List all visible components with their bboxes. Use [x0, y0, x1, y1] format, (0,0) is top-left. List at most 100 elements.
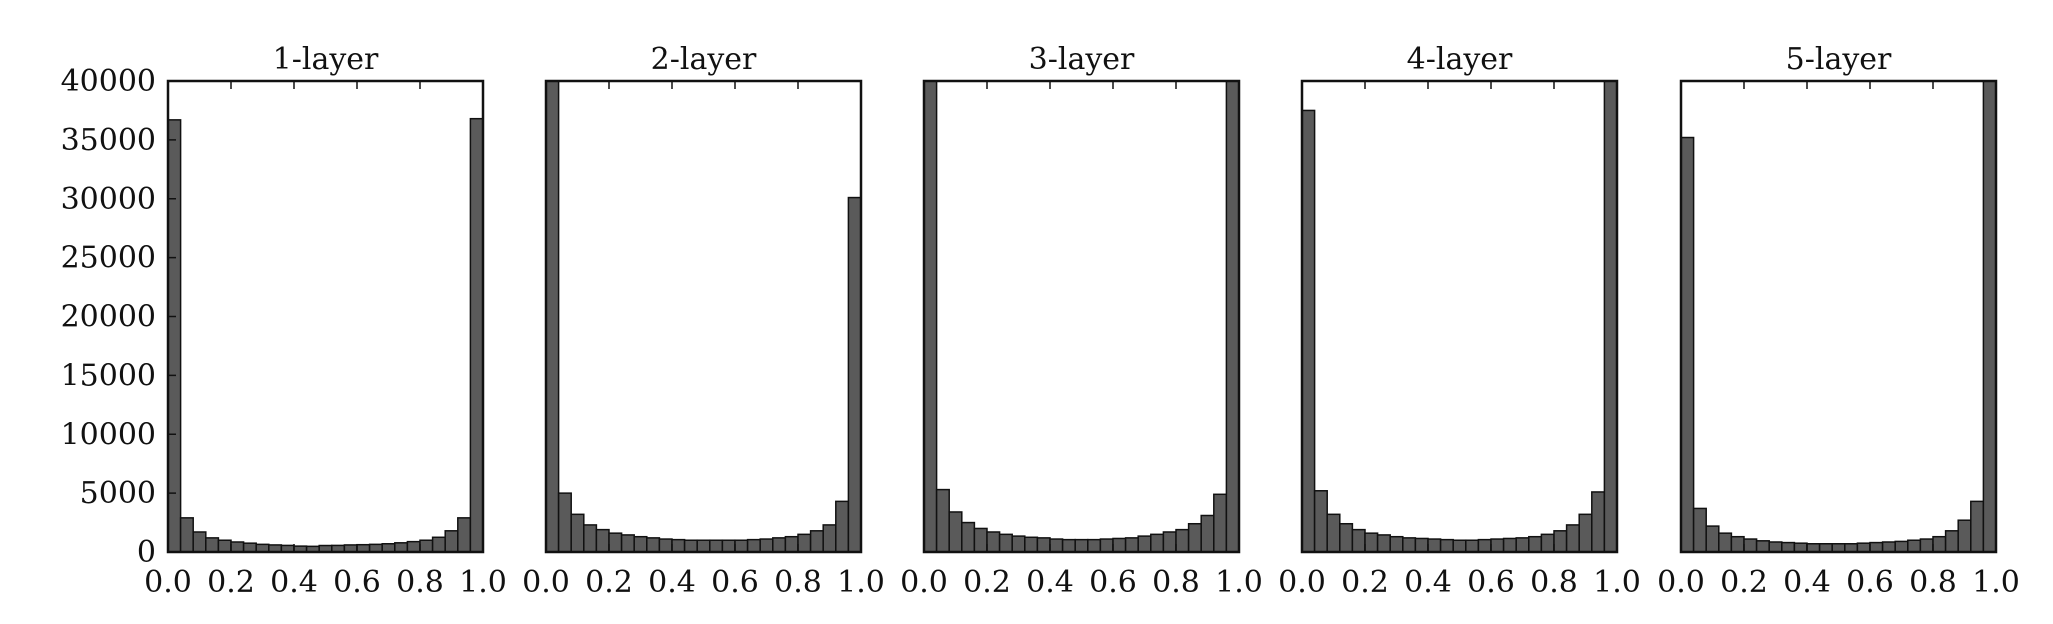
- histogram-bar: [1162, 531, 1177, 553]
- histogram-bar: [1187, 522, 1202, 553]
- panel-title: 2-layer: [651, 42, 757, 77]
- histogram-bar: [1150, 533, 1165, 553]
- histogram-bar: [444, 530, 459, 553]
- histogram-bar: [1932, 535, 1947, 553]
- histogram-bar: [1743, 538, 1758, 553]
- histogram-bar: [935, 488, 950, 553]
- histogram-bar: [608, 532, 623, 553]
- histogram-bar: [986, 531, 1001, 553]
- histogram-bar: [1869, 541, 1884, 553]
- histogram-bar: [734, 539, 749, 553]
- histogram-bar: [1907, 539, 1922, 553]
- x-tick-label: 0.8: [396, 565, 444, 600]
- histogram-bar: [1087, 538, 1102, 553]
- x-tick-label: 1.0: [1972, 565, 2020, 600]
- histogram-bar: [671, 538, 686, 553]
- histogram-bar: [469, 117, 484, 553]
- plot-frame: [922, 79, 1241, 554]
- histogram-bar: [595, 528, 610, 553]
- histogram-bar: [1578, 513, 1593, 553]
- histogram-bar: [230, 541, 245, 553]
- histogram-panel-2: 2-layer 0.0 0.2 0.4 0.6 0.8 1.0: [522, 42, 885, 600]
- histogram-bar: [658, 538, 673, 553]
- x-tick-label: 0.2: [207, 565, 255, 600]
- histogram-bar: [1439, 538, 1454, 553]
- x-tick-label: 0.8: [1909, 565, 1957, 600]
- histogram-bar: [557, 492, 572, 553]
- histogram-bar: [1427, 538, 1442, 553]
- histogram-bar: [1099, 538, 1114, 553]
- x-tick-label: 0.4: [648, 565, 696, 600]
- panel-title: 1-layer: [273, 42, 379, 77]
- x-tick-label: 0.2: [1341, 565, 1389, 600]
- histogram-bar: [709, 539, 724, 553]
- histogram-bar: [1565, 524, 1580, 553]
- histogram-bar: [847, 196, 862, 553]
- histogram-bar: [431, 536, 446, 553]
- histogram-bar: [1982, 80, 1997, 553]
- panel-title: 3-layer: [1029, 42, 1135, 77]
- histogram-bar: [1414, 537, 1429, 553]
- histogram-bar: [1465, 539, 1480, 553]
- histogram-bar: [583, 524, 598, 553]
- histogram-bar: [1692, 507, 1707, 553]
- x-tick-label: 0.4: [1404, 565, 1452, 600]
- x-tick-label: 1.0: [837, 565, 885, 600]
- histogram-bar: [961, 521, 976, 553]
- x-tick-label: 0.8: [1530, 565, 1578, 600]
- histogram-bar: [1856, 542, 1871, 553]
- histogram-bar: [1313, 490, 1328, 553]
- x-tick-label: 0.0: [144, 565, 192, 600]
- x-tick-label: 0.4: [1783, 565, 1831, 600]
- x-tick-label: 0.6: [1089, 565, 1137, 600]
- histogram-bar: [797, 533, 812, 553]
- y-tick-label: 0: [137, 535, 156, 570]
- histogram-bar: [948, 511, 963, 553]
- x-tick-label: 0.6: [1846, 565, 1894, 600]
- y-tick-label: 5000: [80, 476, 156, 511]
- histogram-bar: [1540, 533, 1555, 553]
- y-tick-label: 35000: [61, 123, 156, 158]
- histogram-bar: [1919, 538, 1934, 553]
- histogram-bar: [1389, 535, 1404, 553]
- histogram-bar: [772, 537, 787, 553]
- x-tick-label: 0.2: [1720, 565, 1768, 600]
- x-tick-label: 0.0: [1657, 565, 1705, 600]
- x-tick-label: 1.0: [459, 565, 507, 600]
- histogram-bar: [1124, 537, 1139, 553]
- x-tick-label: 0.6: [1467, 565, 1515, 600]
- histogram-bar: [1553, 530, 1568, 553]
- y-tick-label: 20000: [61, 300, 156, 335]
- histogram-bar: [646, 537, 661, 553]
- histogram-bar: [998, 533, 1013, 553]
- histogram-bar: [1024, 536, 1039, 553]
- histogram-bar: [217, 539, 232, 553]
- histogram-bar: [167, 119, 182, 553]
- histogram-bar: [1112, 537, 1127, 553]
- histogram-bar: [1528, 535, 1543, 553]
- plot-frame: [1679, 79, 1998, 554]
- histogram-bar: [1452, 539, 1467, 553]
- x-tick-label: 1.0: [1593, 565, 1641, 600]
- histogram-bar: [394, 542, 409, 553]
- histogram-bar: [1894, 540, 1909, 553]
- histogram-bar: [1591, 491, 1606, 553]
- x-tick-label: 0.6: [333, 565, 381, 600]
- histogram-bar: [545, 80, 560, 553]
- histogram-bar: [973, 527, 988, 553]
- histogram-bar: [192, 531, 207, 553]
- histogram-bar: [1011, 535, 1026, 553]
- histogram-bar: [1515, 537, 1530, 553]
- histogram-bar: [683, 539, 698, 553]
- histogram-bar: [1213, 493, 1228, 553]
- panel-title: 5-layer: [1786, 42, 1892, 77]
- histogram-bar: [822, 524, 837, 553]
- panel-title: 4-layer: [1407, 42, 1513, 77]
- histogram-bar: [1200, 514, 1215, 553]
- histogram-bar: [1339, 522, 1354, 553]
- histogram-bar: [746, 538, 761, 553]
- histogram-bar: [1402, 537, 1417, 553]
- histogram-bar: [1881, 541, 1896, 553]
- histogram-bar: [1326, 513, 1341, 553]
- histogram-bar: [1049, 538, 1064, 553]
